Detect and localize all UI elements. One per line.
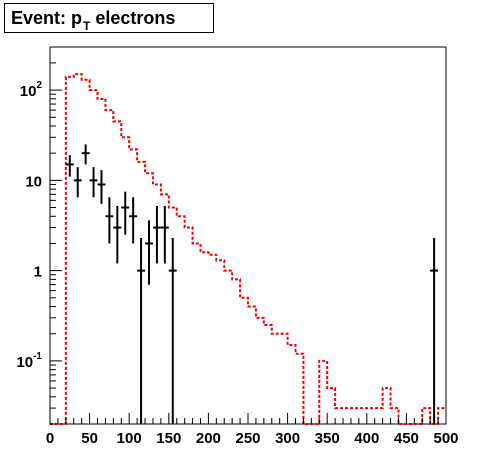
x-tick-label: 150	[156, 430, 181, 447]
data-point	[145, 220, 153, 285]
y-tick-label: 102	[20, 80, 43, 100]
y-tick-base: 10	[25, 173, 42, 190]
x-axis: 0 50 100 150 200 250 300 350 400 450 500	[46, 413, 459, 447]
title-main: Event: p	[11, 8, 83, 28]
data-point	[430, 237, 439, 424]
chart-title: Event: pT electrons	[4, 3, 214, 33]
x-tick-label: 500	[433, 430, 458, 447]
x-tick-label: 100	[117, 430, 142, 447]
x-tick-label: 250	[235, 430, 260, 447]
y-tick-exponent: 2	[36, 80, 42, 91]
data-point	[113, 205, 122, 264]
x-tick-label: 450	[394, 430, 419, 447]
data-point	[65, 155, 74, 177]
data-point	[129, 197, 138, 244]
y-tick-label: 10	[25, 173, 42, 190]
x-tick-label: 200	[196, 430, 221, 447]
x-tick-label: 300	[275, 430, 300, 447]
data-point	[105, 197, 114, 244]
x-tick-label: 50	[81, 430, 98, 447]
y-tick-base: 10	[16, 354, 33, 371]
data-point	[168, 237, 177, 424]
mc-histogram-line	[50, 73, 446, 425]
y-tick-base: 10	[20, 83, 37, 100]
data-point	[97, 170, 106, 204]
y-tick-label: 10-1	[16, 351, 42, 371]
y-tick-exponent: -1	[33, 351, 42, 362]
data-point	[73, 167, 82, 198]
mc-histogram	[50, 73, 446, 425]
data-point	[81, 144, 90, 165]
data-point	[160, 205, 169, 264]
data-point	[152, 205, 161, 264]
x-tick-label: 350	[315, 430, 340, 447]
data-point	[137, 237, 146, 424]
data-point	[121, 191, 130, 235]
y-tick-base: 1	[34, 264, 42, 281]
x-tick-label: 400	[354, 430, 379, 447]
data-point	[89, 167, 98, 198]
data-points	[65, 144, 439, 424]
title-subscript: T	[83, 19, 91, 33]
y-tick-label: 1	[34, 264, 42, 281]
title-rest: electrons	[90, 8, 176, 28]
x-tick-label: 0	[46, 430, 54, 447]
